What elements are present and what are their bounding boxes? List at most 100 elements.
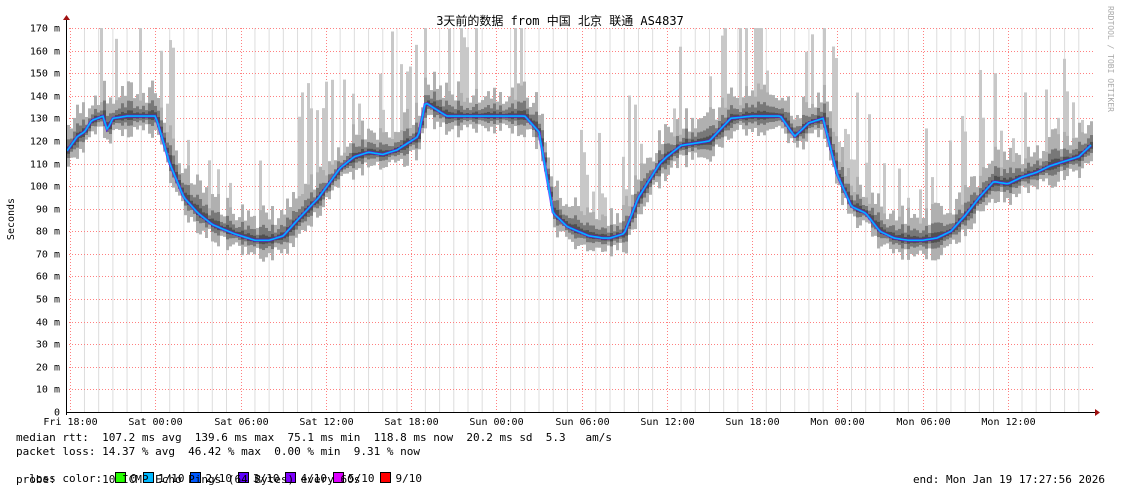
end-time: end: Mon Jan 19 17:27:56 2026 <box>912 473 1105 486</box>
smoke-spike <box>1066 91 1069 161</box>
smoke-core <box>784 117 787 124</box>
loss-color-item: 5/10 <box>332 472 375 485</box>
loss-color-text: 9/10 <box>395 472 422 485</box>
smoke-spike <box>325 81 328 189</box>
smoke-spike <box>1012 138 1015 182</box>
y-tick-label: 20 m <box>36 363 60 374</box>
watermark: RRDTOOL / TOBI OETIKER <box>1106 6 1115 112</box>
smoke-core <box>106 122 109 129</box>
smoke-core <box>199 208 202 218</box>
x-tick-label: Sun 18:00 <box>725 417 779 428</box>
smoke-core <box>556 210 559 220</box>
axes: 0 10 m 20 m 30 m 40 m 50 m 60 m 70 m 80 m 90 m 100… <box>30 15 1100 428</box>
y-tick-label: 50 m <box>36 295 60 306</box>
smoke-spike <box>409 66 412 143</box>
x-tick-label: Sun 12:00 <box>640 417 694 428</box>
smoke-core <box>211 218 214 227</box>
loss-color-swatch <box>115 472 127 483</box>
median-rtt-line: median rtt: 107.2 ms avg 139.6 ms max 75… <box>16 431 613 444</box>
x-axis-arrow <box>1095 409 1100 416</box>
median-line <box>65 101 1093 242</box>
smoke-spike <box>760 28 763 117</box>
smoke-spike <box>520 28 523 117</box>
smoke-spike <box>475 28 478 117</box>
smoke-spike <box>898 168 901 239</box>
smoke-spike <box>208 160 211 222</box>
smoke-spike <box>1072 102 1075 159</box>
smoke-spike <box>634 104 637 209</box>
smokeping-chart: 0 10 m 20 m 30 m 40 m 50 m 60 m 70 m 80 m 90 m 100… <box>6 6 1115 428</box>
loss-color-swatch <box>332 472 344 483</box>
smoke-core <box>850 200 853 205</box>
smoke-core <box>832 150 835 157</box>
loss-color-item: 2/10 <box>190 472 232 485</box>
smoke-spike <box>838 141 841 177</box>
y-tick-label: 110 m <box>30 160 60 171</box>
probe-line: probe: 10 ICMP Echo Pings (64 Bytes) eve… <box>16 473 361 486</box>
smoke-spike <box>331 79 334 181</box>
loss-color-swatch <box>285 472 297 483</box>
x-tick-label: Sat 18:00 <box>384 417 438 428</box>
smoke-spike <box>406 71 409 145</box>
smoke-core <box>841 177 844 188</box>
smoke-core <box>553 207 556 215</box>
smoke-spike <box>586 174 589 235</box>
smoke-spike <box>844 128 847 190</box>
smoke-core <box>163 137 166 143</box>
x-tick-label: Fri 18:00 <box>43 417 97 428</box>
smoke-spike <box>229 182 232 232</box>
smoke-spike <box>925 128 928 240</box>
smoke-core <box>826 125 829 133</box>
smoke-spike <box>961 115 964 221</box>
smoke-spike <box>424 28 427 110</box>
smoke-spike <box>865 162 868 213</box>
smoke-core <box>181 187 184 193</box>
packet-loss-line: packet loss: 14.37 % avg 46.42 % max 0.0… <box>16 445 420 458</box>
y-tick-label: 140 m <box>30 92 60 103</box>
smoke-spike <box>298 116 301 220</box>
smoke-spike <box>853 159 856 208</box>
loss-color-swatch <box>380 472 392 483</box>
smoke-spike <box>994 73 997 182</box>
y-tick-label: 80 m <box>36 227 60 238</box>
y-axis-label: Seconds <box>6 198 17 240</box>
smoke-core <box>157 117 160 124</box>
loss-color-swatch <box>190 472 202 483</box>
smoke-spike <box>847 134 850 197</box>
smoke-spike <box>514 28 517 117</box>
smoke-spike <box>100 28 103 118</box>
x-tick-label: Sun 00:00 <box>469 417 523 428</box>
smoke-spike <box>724 28 727 126</box>
loss-color-swatch <box>142 472 154 483</box>
loss-color-item: 9/10 <box>380 472 422 485</box>
smoke-spike <box>811 34 814 123</box>
smoke-spike <box>721 35 724 129</box>
smoke-spike <box>415 44 418 139</box>
loss-color-item: 1/10 <box>142 472 185 485</box>
loss-color-items: 0 1/10 2/10 3/10 4/10 5/10 9/10 <box>115 472 428 485</box>
smoke-spike <box>259 160 262 241</box>
smoke-core <box>1090 141 1093 149</box>
smoke-spike <box>745 28 748 117</box>
loss-color-swatch <box>237 472 249 483</box>
chart-title: 3天前的数据 from 中国 北京 联通 AS4837 <box>436 13 684 28</box>
smoke-spike <box>172 47 175 170</box>
smoke-spike <box>316 110 319 201</box>
loss-color-text: 5/10 <box>347 472 375 485</box>
smoke-spike <box>832 46 835 154</box>
smoke-core <box>541 138 544 147</box>
smoke-spike <box>883 163 886 233</box>
y-tick-label: 160 m <box>30 47 60 58</box>
smoke-core <box>823 112 826 123</box>
loss-color-text: 0 <box>130 472 137 485</box>
loss-color-text: 1/10 <box>157 472 185 485</box>
loss-color-text: 2/10 <box>205 472 232 485</box>
y-tick-label: 90 m <box>36 205 60 216</box>
smoke-spike <box>139 28 142 117</box>
smoke-core <box>544 157 547 163</box>
smoke-spike <box>115 38 118 119</box>
x-tick-label: Mon 00:00 <box>810 417 864 428</box>
smoke-spike <box>391 31 394 152</box>
smoke-spike <box>310 108 313 207</box>
smoke-core <box>193 203 196 211</box>
